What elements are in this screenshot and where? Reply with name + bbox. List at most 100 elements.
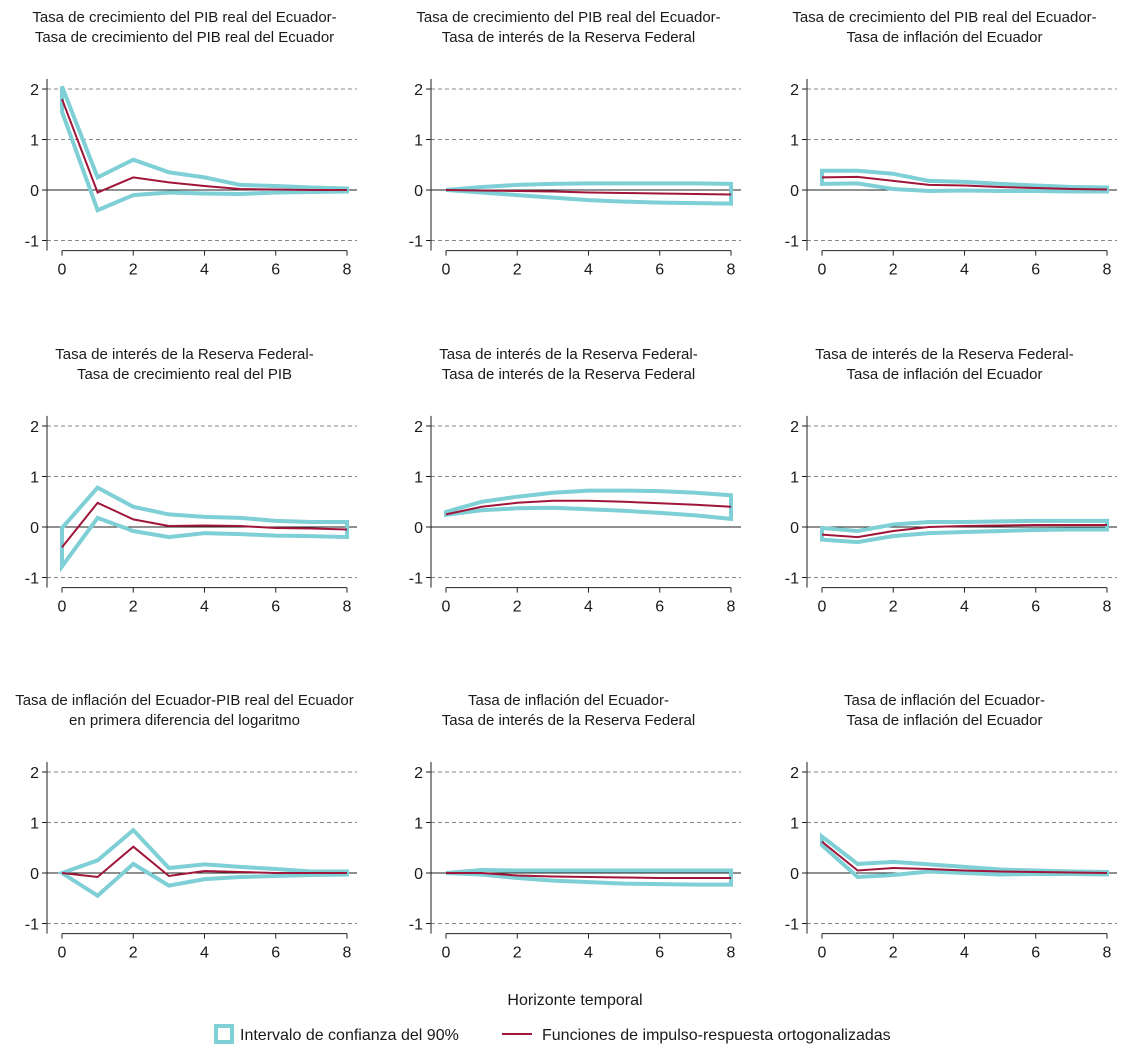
panel-title-line: Tasa de crecimiento del PIB real del Ecu… <box>416 9 720 26</box>
x-tick-label: 6 <box>271 262 280 279</box>
y-tick-label: 1 <box>30 133 39 150</box>
irf-line <box>61 845 347 879</box>
x-tick-label: 8 <box>343 945 352 962</box>
y-tick-label: 2 <box>414 82 423 99</box>
panel-title: Tasa de interés de la Reserva Federal- Ta… <box>439 346 697 383</box>
x-tick-label: 0 <box>818 262 827 279</box>
panel-2: Tasa de crecimiento del PIB real del Ecu… <box>409 9 741 279</box>
y-tick-label: 2 <box>30 765 39 782</box>
x-tick-label: 6 <box>655 262 664 279</box>
panel-title-line: Tasa de inflación del Ecuador- <box>468 692 669 709</box>
x-tick-label: 8 <box>343 262 352 279</box>
y-tick-label: 0 <box>30 866 39 883</box>
panel-title: Tasa de crecimiento del PIB real del Ecu… <box>416 9 720 46</box>
y-tick-label: 1 <box>790 133 799 150</box>
panel-8: Tasa de inflación del Ecuador- Tasa de in… <box>409 692 741 962</box>
panel-title-line: Tasa de crecimiento del PIB real del Ecu… <box>32 9 336 26</box>
panel-7: Tasa de inflación del Ecuador-PIB real d… <box>15 692 357 962</box>
y-tick-label: 0 <box>414 866 423 883</box>
y-tick-label: 2 <box>30 82 39 99</box>
x-axis-label: Horizonte temporal <box>507 992 642 1009</box>
panel-4: Tasa de interés de la Reserva Federal- Ta… <box>25 346 357 616</box>
panel-6: Tasa de interés de la Reserva Federal- Ta… <box>785 346 1117 616</box>
y-tick-label: 0 <box>30 183 39 200</box>
panel-3: Tasa de crecimiento del PIB real del Ecu… <box>785 9 1117 279</box>
x-tick-label: 8 <box>727 599 736 616</box>
y-tick-label: -1 <box>25 917 39 934</box>
x-tick-label: 0 <box>58 262 67 279</box>
legend-irf-label: Funciones de impulso-respuesta ortogonal… <box>542 1027 891 1044</box>
x-tick-label: 8 <box>1103 945 1112 962</box>
y-tick-label: 1 <box>790 816 799 833</box>
y-tick-label: 1 <box>790 470 799 487</box>
y-tick-label: -1 <box>785 571 799 588</box>
irf-line <box>821 524 1107 539</box>
x-tick-label: 4 <box>200 945 209 962</box>
panel-title-line: en primera diferencia del logaritmo <box>69 712 300 729</box>
panel-title-line: Tasa de inflación del Ecuador <box>847 29 1043 46</box>
x-tick-label: 4 <box>960 599 969 616</box>
ci-band <box>820 832 1109 880</box>
y-tick-label: 0 <box>790 183 799 200</box>
panel-title-line: Tasa de interés de la Reserva Federal <box>442 366 695 383</box>
x-tick-label: 0 <box>818 599 827 616</box>
y-tick-label: 0 <box>414 520 423 537</box>
x-tick-label: 6 <box>1031 599 1040 616</box>
x-tick-label: 2 <box>513 262 522 279</box>
irf-line <box>821 840 1108 874</box>
x-tick-label: 2 <box>129 599 138 616</box>
ci-band <box>820 168 1109 194</box>
y-tick-label: 1 <box>414 470 423 487</box>
panel-title-line: Tasa de inflación del Ecuador- <box>844 692 1045 709</box>
x-tick-label: 4 <box>584 945 593 962</box>
y-tick-label: 0 <box>790 520 799 537</box>
panel-title-line: Tasa de interés de la Reserva Federal- <box>439 346 697 363</box>
panel-title: Tasa de interés de la Reserva Federal- Ta… <box>55 346 313 383</box>
y-tick-label: -1 <box>25 571 39 588</box>
y-tick-label: 1 <box>30 470 39 487</box>
panel-title-line: Tasa de crecimiento del PIB real del Ecu… <box>792 9 1096 26</box>
x-tick-label: 0 <box>442 945 451 962</box>
y-tick-label: 0 <box>30 520 39 537</box>
panel-1: Tasa de crecimiento del PIB real del Ecu… <box>25 9 357 279</box>
panel-title: Tasa de crecimiento del PIB real del Ecu… <box>792 9 1096 46</box>
panel-title: Tasa de inflación del Ecuador-PIB real d… <box>15 692 354 729</box>
panel-title-line: Tasa de inflación del Ecuador-PIB real d… <box>15 692 354 709</box>
x-tick-label: 0 <box>58 599 67 616</box>
x-tick-label: 0 <box>442 262 451 279</box>
y-tick-label: -1 <box>785 234 799 251</box>
irf-line <box>445 499 732 516</box>
x-tick-label: 4 <box>960 262 969 279</box>
x-tick-label: 2 <box>129 945 138 962</box>
x-tick-label: 6 <box>655 599 664 616</box>
y-tick-label: 2 <box>790 419 799 436</box>
legend-ci-swatch <box>214 1024 234 1044</box>
panel-title: Tasa de interés de la Reserva Federal- Ta… <box>815 346 1073 383</box>
x-tick-label: 0 <box>818 945 827 962</box>
x-tick-label: 8 <box>727 945 736 962</box>
irf-line <box>821 175 1108 191</box>
x-tick-label: 8 <box>1103 262 1112 279</box>
panel-title-line: Tasa de interés de la Reserva Federal- <box>815 346 1073 363</box>
y-tick-label: 2 <box>414 765 423 782</box>
y-tick-label: 2 <box>790 82 799 99</box>
panel-title: Tasa de inflación del Ecuador- Tasa de in… <box>844 692 1045 729</box>
y-tick-label: 0 <box>790 866 799 883</box>
x-tick-label: 4 <box>584 599 593 616</box>
ci-band <box>57 827 349 899</box>
x-tick-label: 6 <box>1031 262 1040 279</box>
ci-band <box>820 518 1109 545</box>
x-tick-label: 8 <box>727 262 736 279</box>
y-tick-label: -1 <box>785 917 799 934</box>
panel-title: Tasa de crecimiento del PIB real del Ecu… <box>32 9 336 46</box>
irf-line <box>61 98 347 194</box>
x-tick-label: 2 <box>513 599 522 616</box>
x-tick-label: 4 <box>584 262 593 279</box>
y-tick-label: 1 <box>30 816 39 833</box>
panel-title-line: Tasa de inflación del Ecuador <box>847 366 1043 383</box>
x-tick-label: 8 <box>343 599 352 616</box>
x-tick-label: 4 <box>200 599 209 616</box>
x-tick-label: 2 <box>889 262 898 279</box>
y-tick-label: 1 <box>414 816 423 833</box>
